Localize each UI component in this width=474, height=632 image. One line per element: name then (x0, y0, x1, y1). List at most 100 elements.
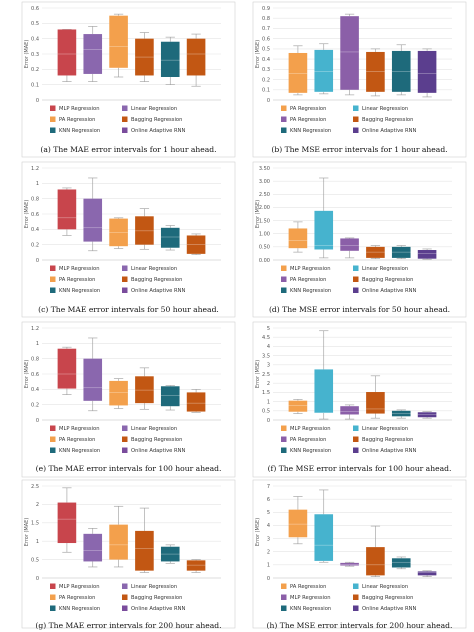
box-1 (314, 43, 334, 95)
box-1 (83, 528, 103, 568)
legend-label: Linear Regression (362, 106, 408, 112)
y-tick-label: 0.1 (31, 82, 39, 88)
box-body (160, 227, 180, 248)
box-5 (417, 48, 437, 98)
legend-label: Linear Regression (362, 584, 408, 590)
box-body (340, 562, 359, 566)
legend-swatch (50, 583, 56, 589)
y-tick-label: 5 (267, 510, 270, 516)
chart-b: 0 0.1 0.2 0.3 0.4 0.5 0.6 0.7 0.8 0.9 Error (MSE) P… (252, 1, 467, 158)
legend-swatch (281, 425, 287, 431)
y-tick-label: 0.4 (262, 57, 270, 63)
legend-swatch (122, 447, 128, 453)
legend-label: MLP Regression (290, 595, 331, 601)
box-5 (186, 389, 206, 413)
y-tick-label: 2.00 (259, 205, 270, 211)
y-tick-label: 0 (267, 98, 270, 104)
chart-e: 0 0.2 0.4 0.6 0.8 1 1.2 Error (MAE) MLP Regressi… (21, 321, 236, 478)
box-4 (391, 44, 411, 96)
box-4 (391, 245, 411, 259)
box-5 (186, 559, 206, 573)
y-axis-label: Error (MAE) (24, 360, 30, 389)
y-tick-label: 1 (36, 539, 39, 545)
legend-label: MLP Regression (290, 266, 331, 272)
box-body (160, 41, 180, 77)
y-tick-label: 3.00 (259, 179, 270, 185)
box-0 (57, 187, 77, 236)
chart-h: 0 1 2 3 4 5 6 7 Error (MSE) PA Regression Linear R… (252, 479, 467, 630)
box-body (288, 228, 308, 249)
legend-swatch (353, 105, 359, 111)
legend-label: PA Regression (59, 437, 95, 443)
legend-label: MLP Regression (59, 106, 100, 112)
box-2 (340, 404, 359, 420)
box-5 (186, 33, 206, 87)
y-tick-label: 0.5 (262, 47, 270, 53)
y-tick-label: 0.1 (262, 88, 270, 94)
legend-label: Online Adaptive RNN (131, 448, 185, 454)
box-1 (314, 330, 334, 420)
box-body (160, 386, 180, 407)
y-tick-label: 5 (267, 326, 270, 332)
legend-swatch (50, 127, 56, 133)
box-body (83, 198, 103, 242)
legend-label: Linear Regression (131, 584, 177, 590)
box-body (314, 49, 334, 92)
y-tick-label: 0.9 (262, 6, 270, 12)
y-tick-label: 0.7 (262, 26, 270, 32)
y-tick-label: 0.2 (31, 242, 39, 248)
box-body (57, 29, 77, 76)
y-tick-label: 4 (267, 523, 270, 529)
legend-swatch (122, 105, 128, 111)
legend-label: PA Regression (290, 117, 326, 123)
chart-frame (21, 479, 236, 629)
legend-swatch (353, 127, 359, 133)
y-axis-label: Error (MAE) (24, 518, 30, 547)
chart-g: 0 0.5 1 1.5 2 2.5 Error (MAE) MLP Regression Lin… (21, 479, 236, 630)
y-axis-label: Error (MSE) (255, 200, 261, 228)
box-1 (83, 26, 103, 82)
legend-swatch (281, 276, 287, 282)
legend-label: Linear Regression (131, 426, 177, 432)
box-0 (57, 346, 77, 396)
y-tick-label: 0.4 (31, 36, 39, 42)
box-body (57, 348, 77, 389)
y-tick-label: 0.6 (31, 372, 39, 378)
chart-frame (252, 1, 467, 158)
box-body (340, 16, 359, 90)
legend-swatch (281, 116, 287, 122)
box-body (135, 376, 154, 404)
box-body (135, 530, 154, 571)
box-body (366, 51, 385, 92)
legend-label: Online Adaptive RNN (362, 288, 416, 294)
box-4 (391, 409, 411, 419)
y-tick-label: 0 (36, 258, 39, 264)
y-axis-label: Error (MAE) (24, 200, 30, 229)
legend-label: PA Regression (290, 437, 326, 443)
legend-swatch (50, 287, 56, 293)
legend-label: PA Regression (290, 584, 326, 590)
legend-label: Online Adaptive RNN (131, 288, 185, 294)
box-1 (314, 489, 334, 563)
box-3 (135, 507, 154, 573)
y-tick-label: 0.6 (262, 36, 270, 42)
y-tick-label: 2.5 (262, 372, 270, 378)
caption: (c) The MAE error intervals for 50 hour … (38, 305, 219, 314)
y-tick-label: 1 (36, 341, 39, 347)
y-tick-label: 3 (267, 363, 270, 369)
box-body (57, 502, 77, 544)
legend-label: Bagging Regression (131, 277, 182, 283)
y-tick-label: 0.5 (262, 409, 270, 415)
legend-swatch (281, 583, 287, 589)
legend-label: KNN Regression (290, 606, 331, 612)
legend-label: Bagging Regression (131, 595, 182, 601)
legend-swatch (353, 116, 359, 122)
box-1 (83, 337, 103, 412)
y-tick-label: 4 (267, 344, 270, 350)
box-0 (288, 45, 308, 96)
legend-label: MLP Regression (59, 266, 100, 272)
chart-a: 0 0.1 0.2 0.3 0.4 0.5 0.6 Error (MAE) MLP Regres… (21, 1, 236, 158)
y-tick-label: 0.4 (31, 227, 39, 233)
box-4 (160, 544, 180, 564)
